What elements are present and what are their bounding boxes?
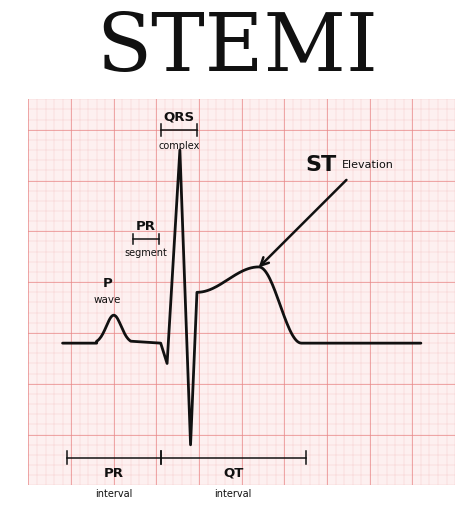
Text: complex: complex: [158, 141, 200, 151]
Text: ST: ST: [306, 155, 337, 175]
Text: wave: wave: [94, 295, 121, 305]
Text: Elevation: Elevation: [342, 160, 394, 170]
Text: PR: PR: [104, 467, 124, 480]
Text: segment: segment: [124, 248, 167, 258]
Text: PR: PR: [136, 220, 156, 233]
Text: STEMI: STEMI: [96, 10, 378, 88]
Text: QRS: QRS: [163, 111, 194, 124]
Text: QT: QT: [223, 467, 243, 480]
Text: interval: interval: [95, 489, 132, 499]
Text: P: P: [102, 277, 112, 290]
Text: interval: interval: [215, 489, 252, 499]
